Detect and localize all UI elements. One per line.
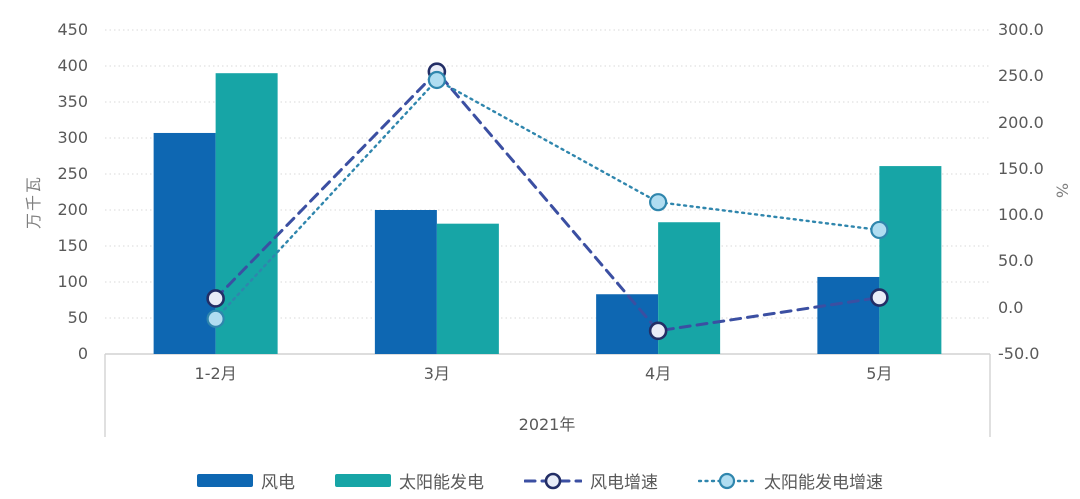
category-label-1: 1-2月 — [194, 364, 237, 383]
bar-solar-1 — [436, 223, 499, 354]
category-label-4: 5月 — [866, 364, 893, 383]
marker-solar-growth-0 — [206, 309, 225, 328]
gridlines — [105, 29, 990, 319]
left-axis-tick: 0 — [77, 344, 88, 363]
legend-item-solar-growth: 太阳能发电增速 — [698, 468, 883, 493]
legend-label-solar-growth: 太阳能发电增速 — [764, 473, 883, 493]
right-axis-tick: 150.0 — [998, 158, 1044, 178]
left-axis-tick: 100 — [57, 272, 88, 291]
category-label-2: 3月 — [423, 364, 450, 383]
marker-solar-growth-1 — [427, 70, 446, 90]
solar-bar-swatch — [335, 474, 391, 487]
bars — [153, 73, 942, 354]
marker-wind-growth-3 — [870, 288, 889, 307]
wind-growth-line-swatch — [524, 472, 582, 489]
bar-wind-1 — [374, 210, 437, 354]
wind-bar-swatch — [197, 474, 253, 487]
left-axis-tick: 400 — [57, 56, 88, 75]
left-axis-tick: 50 — [67, 308, 88, 327]
bar-wind-0 — [153, 132, 216, 354]
right-axis-tick: 300.0 — [998, 20, 1044, 39]
left-axis-tick: 350 — [57, 92, 88, 111]
bar-solar-2 — [658, 222, 721, 354]
marker-wind-growth-0 — [206, 289, 225, 308]
right-axis-tick: 250.0 — [998, 66, 1044, 86]
left-axis-tick: 150 — [57, 236, 88, 255]
legend: 风电 太阳能发电 风电增速 太阳能发电增速 — [0, 468, 1080, 493]
marker-solar-growth-3 — [870, 220, 889, 240]
left-axis-tick: 300 — [57, 128, 88, 147]
left-axis-tick: 250 — [57, 164, 88, 183]
bar-solar-3 — [879, 166, 942, 354]
line-wind-growth — [214, 69, 881, 333]
legend-item-solar: 太阳能发电 — [335, 468, 484, 493]
right-axis-tick: 0.0 — [998, 297, 1024, 317]
line-solar-growth — [214, 78, 881, 321]
legend-label-solar: 太阳能发电 — [399, 473, 484, 493]
left-axis-title: 万千瓦 — [24, 175, 43, 230]
left-axis-tick: 200 — [57, 200, 88, 219]
solar-growth-line-swatch — [698, 472, 756, 489]
legend-label-wind-growth: 风电增速 — [590, 473, 658, 493]
bar-wind-2 — [596, 294, 659, 354]
marker-solar-growth-2 — [649, 193, 668, 212]
axis-group-label: 2021年 — [518, 415, 576, 434]
legend-item-wind: 风电 — [197, 468, 295, 493]
bar-solar-0 — [215, 73, 278, 354]
marker-wind-growth-2 — [648, 321, 668, 341]
legend-item-wind-growth: 风电增速 — [524, 468, 658, 493]
right-axis-tick: 200.0 — [998, 112, 1044, 132]
category-label-3: 4月 — [645, 364, 672, 383]
left-axis-tick: 450 — [57, 20, 88, 39]
bar-wind-3 — [817, 276, 880, 354]
legend-label-wind: 风电 — [261, 473, 295, 493]
right-axis-tick: 100.0 — [998, 205, 1044, 225]
right-axis-title: % — [1052, 182, 1072, 201]
right-axis-tick: -50.0 — [998, 344, 1040, 363]
right-axis-tick: 50.0 — [998, 251, 1034, 271]
